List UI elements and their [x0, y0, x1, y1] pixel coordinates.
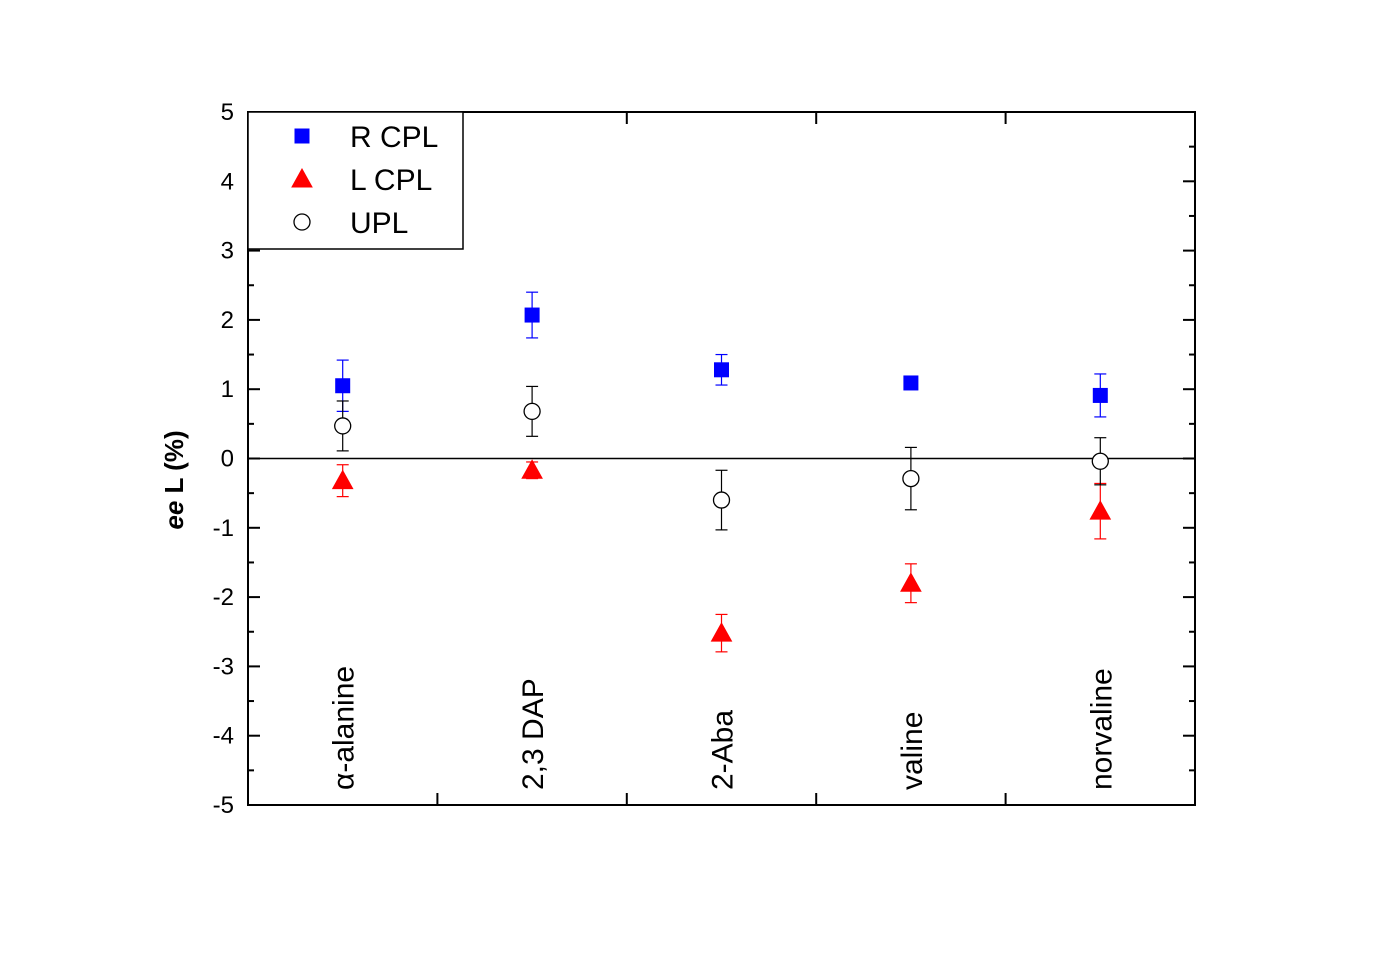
- y-tick-label: -4: [213, 723, 234, 750]
- data-point-triangle: [900, 572, 922, 592]
- y-tick-label: 4: [221, 168, 234, 195]
- data-point-square: [714, 362, 729, 378]
- y-tick-label: -1: [213, 515, 234, 542]
- legend-box: [247, 111, 464, 250]
- category-label: 2,3 DAP: [517, 678, 550, 790]
- legend-label: L CPL: [350, 164, 432, 197]
- y-tick-label: 3: [221, 238, 234, 265]
- y-tick-label: -2: [213, 584, 234, 611]
- legend-marker-square: [294, 128, 310, 144]
- y-axis-label: ee L (%): [159, 430, 189, 529]
- data-point-square: [1092, 387, 1108, 403]
- category-label: 2-Aba: [707, 710, 740, 790]
- y-tick-label: -3: [213, 653, 234, 680]
- y-tick-label: -5: [213, 792, 234, 819]
- data-point-square: [903, 375, 919, 391]
- category-label: valine: [896, 712, 929, 790]
- data-point-circle: [712, 491, 731, 509]
- category-label: α-alanine: [328, 666, 361, 790]
- data-point-circle: [523, 402, 541, 421]
- data-point-triangle: [1089, 500, 1112, 520]
- legend-marker-circle: [293, 213, 311, 231]
- data-point-square: [524, 307, 540, 323]
- y-tick-label: 2: [221, 307, 234, 334]
- data-point-triangle: [331, 469, 354, 490]
- y-tick-label: 5: [221, 99, 234, 126]
- legend-marker-triangle: [291, 167, 313, 188]
- category-label: norvaline: [1085, 668, 1118, 790]
- data-point-triangle: [521, 459, 543, 479]
- data-point-circle: [334, 417, 352, 435]
- y-tick-label: 0: [221, 446, 234, 473]
- legend: R CPL L CPL UPL: [247, 111, 464, 250]
- legend-label: UPL: [350, 207, 408, 240]
- legend-label: R CPL: [350, 121, 438, 154]
- y-tick-label: 1: [221, 376, 234, 403]
- plot-layer: -5 -4 -3 -2 -1 0 1 2 3 4 5 α-alanine 2,3 DAP 2-Aba val…: [213, 99, 1196, 819]
- data-point-square: [335, 378, 351, 394]
- data-point-triangle: [710, 622, 733, 642]
- data-point-circle: [1091, 452, 1109, 470]
- data-point-circle: [902, 469, 920, 488]
